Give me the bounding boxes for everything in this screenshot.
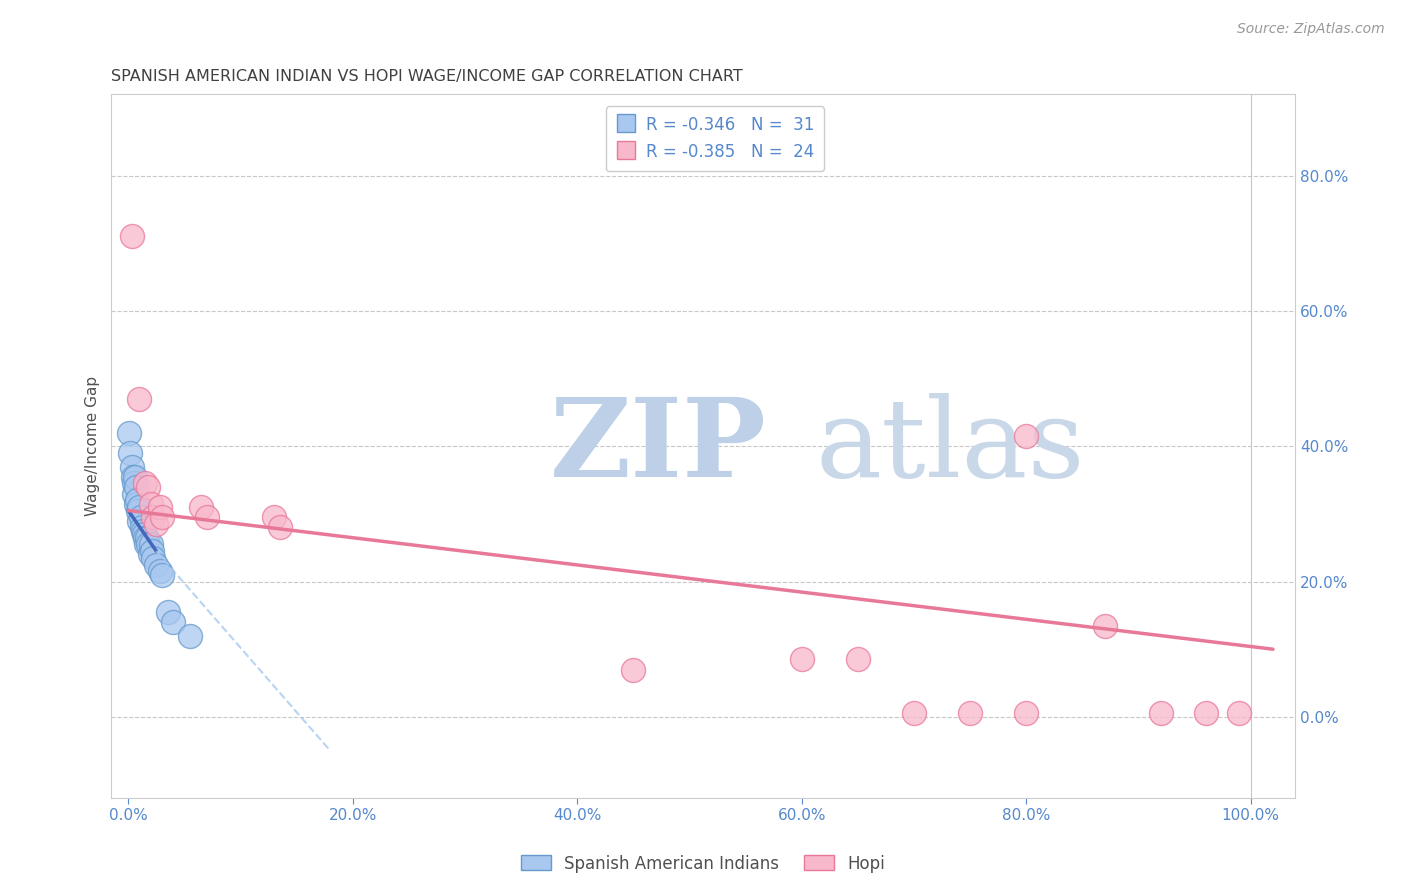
Point [132,524,155,538]
Point [138,480,160,494]
Point [195,510,218,524]
Point [156,605,179,619]
Point [120,446,142,460]
Point [149,565,172,579]
Point [1227,706,1250,721]
Point [136,531,159,545]
Point [149,500,172,515]
Point [846,652,869,666]
Point [1195,706,1218,721]
Point [150,510,173,524]
Text: atlas: atlas [815,392,1085,500]
Point [959,706,981,721]
Text: ZIP: ZIP [550,392,766,500]
Point [127,493,149,508]
Legend: Spanish American Indians, Hopi: Spanish American Indians, Hopi [515,848,891,880]
Point [122,486,145,500]
Point [1015,706,1038,721]
Point [128,392,150,406]
Point [121,459,143,474]
Point [132,527,155,541]
Y-axis label: Wage/Income Gap: Wage/Income Gap [86,376,100,516]
Point [127,503,149,517]
Point [134,476,156,491]
Point [138,537,160,551]
Point [125,480,148,494]
Text: Source: ZipAtlas.com: Source: ZipAtlas.com [1237,22,1385,37]
Point [790,652,813,666]
Point [903,706,925,721]
Point [139,537,162,551]
Point [121,229,143,244]
Point [1150,706,1173,721]
Point [145,558,167,572]
Text: SPANISH AMERICAN INDIAN VS HOPI WAGE/INCOME GAP CORRELATION CHART: SPANISH AMERICAN INDIAN VS HOPI WAGE/INC… [111,69,744,84]
Point [162,615,184,629]
Point [190,500,212,515]
Point [1015,429,1038,443]
Point [122,476,145,491]
Point [179,629,201,643]
Point [129,510,152,524]
Point [138,548,160,562]
Point [118,425,141,440]
Point [269,520,291,534]
Point [142,550,165,565]
Point [139,497,162,511]
Point [135,537,157,551]
Point [131,520,153,534]
Point [134,531,156,545]
Point [141,544,163,558]
Point [621,663,644,677]
Point [128,514,150,528]
Point [124,469,146,483]
Point [150,567,173,582]
Point [1094,618,1116,632]
Point [263,510,285,524]
Point [121,469,143,483]
Point [128,500,150,515]
Point [125,497,148,511]
Point [145,516,167,531]
Point [142,510,165,524]
Legend: R = -0.346   N =  31, R = -0.385   N =  24: R = -0.346 N = 31, R = -0.385 N = 24 [606,106,824,171]
